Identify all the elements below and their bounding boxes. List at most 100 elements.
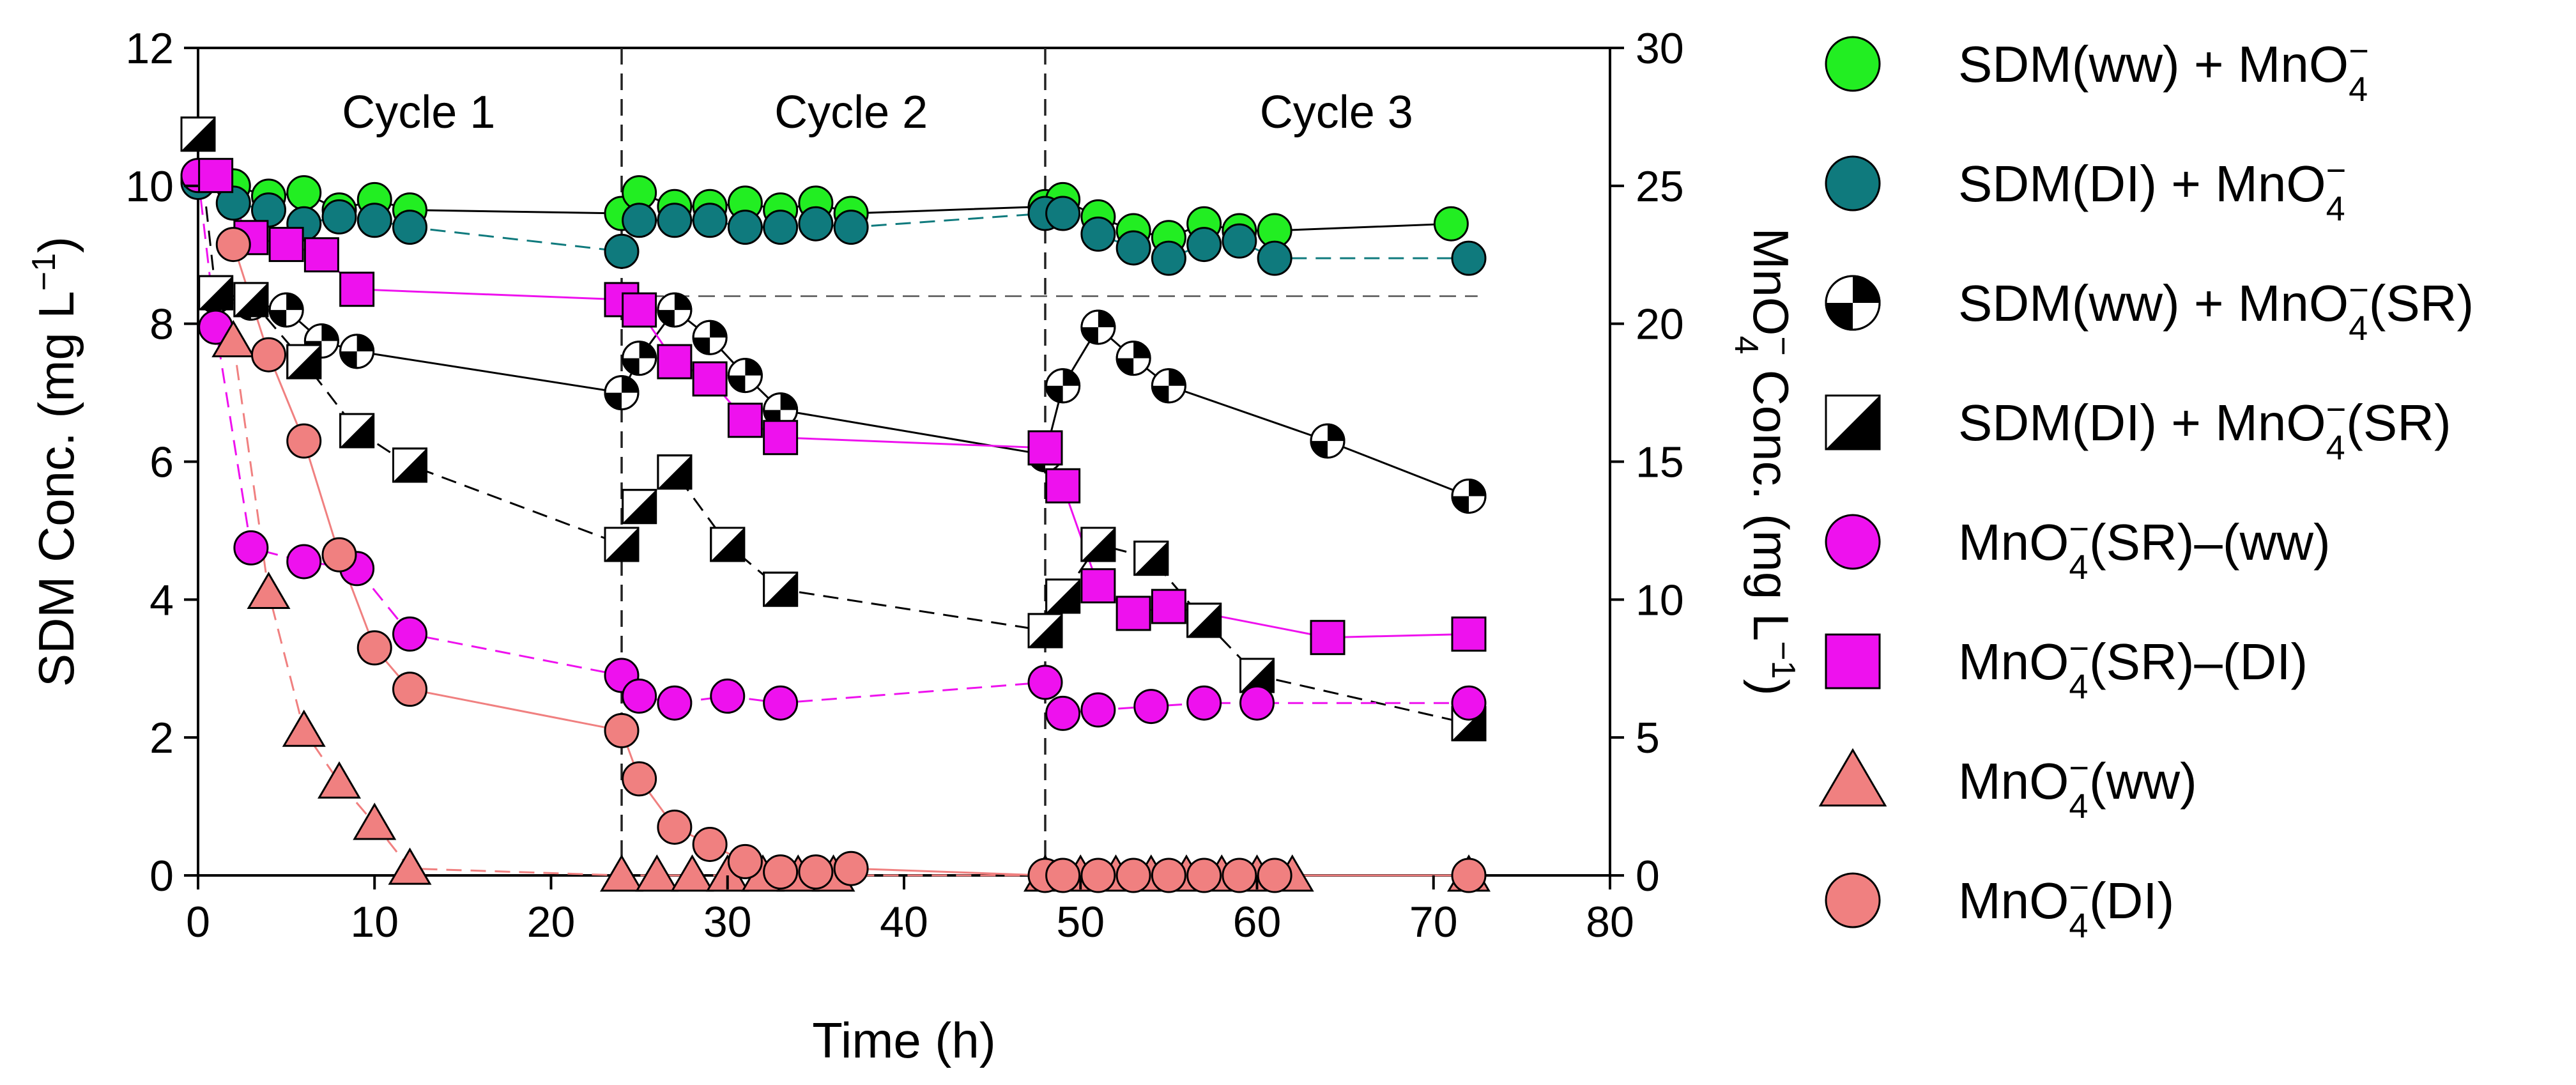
series-3-point-15 — [1116, 341, 1151, 376]
series-2-point-20 — [1151, 240, 1186, 276]
series-4-point-12 — [1027, 613, 1063, 649]
series-3-point-18 — [1451, 478, 1487, 514]
series-3-point-5 — [339, 334, 375, 369]
y2-tick-label: 0 — [1636, 852, 1660, 900]
series-7-point-6 — [388, 847, 432, 885]
y-tick-label: 10 — [125, 162, 174, 211]
legend-label-1: SDM(ww) + MnO4− — [1958, 32, 2369, 109]
series-8-point-5 — [356, 630, 392, 666]
series-6-point-9 — [692, 361, 728, 397]
series-2-point-22 — [1222, 223, 1257, 259]
plot-frame — [197, 47, 1611, 877]
series-7-point-3 — [282, 709, 326, 747]
series-4-point-14 — [1080, 527, 1116, 562]
series-8-point-10 — [692, 826, 728, 862]
series-4-point-7 — [604, 527, 640, 562]
series-2-point-24 — [1451, 240, 1487, 276]
series-5-point-17 — [1239, 685, 1275, 721]
y2-tick-label: 5 — [1636, 714, 1660, 762]
cycle-label-1: Cycle 1 — [342, 87, 495, 138]
series-2-point-18 — [1080, 216, 1116, 252]
legend-label-4: SDM(DI) + MnO4−(SR) — [1958, 390, 2451, 467]
series-2-point-17 — [1045, 196, 1081, 231]
series-3-point-6 — [604, 375, 640, 411]
x-tick-label: 10 — [350, 898, 399, 946]
y-tick-label: 12 — [125, 24, 174, 73]
axis-titles: Time (h) SDM Conc. (mg L−1) MnO4− Conc. (m… — [26, 227, 1802, 1068]
series-line-2 — [197, 181, 1469, 259]
series-3-point-14 — [1080, 309, 1116, 345]
series-4-point-5 — [339, 413, 375, 449]
series-7-point-4 — [317, 761, 362, 799]
legend: SDM(ww) + MnO4− SDM(DI) + MnO4− SDM(ww) + … — [1818, 32, 2474, 945]
series-5-point-14 — [1080, 692, 1116, 728]
series-6-point-14 — [1080, 568, 1116, 604]
series-3-point-11 — [763, 392, 799, 428]
series-5-point-3 — [233, 530, 269, 566]
series-6-point-4 — [303, 237, 339, 273]
series-5-point-9 — [657, 685, 693, 721]
series-5-point-8 — [622, 678, 657, 714]
series-8-point-9 — [657, 809, 693, 845]
series-6-point-15 — [1116, 596, 1151, 631]
series-3-point-9 — [692, 319, 728, 355]
series-5-point-18 — [1451, 685, 1487, 721]
series-3-point-8 — [657, 292, 693, 328]
series-4-point-1 — [180, 116, 216, 152]
series-8-point-22 — [1257, 858, 1292, 893]
legend-marker-7 — [1818, 748, 1887, 807]
x-tick-label: 70 — [1409, 898, 1458, 946]
series-2-point-10 — [657, 203, 693, 238]
series-4-point-2 — [198, 275, 234, 311]
series-6-point-16 — [1151, 589, 1186, 624]
series-5-point-11 — [763, 685, 799, 721]
series-5-point-12 — [1027, 665, 1063, 700]
x-tick-label: 30 — [703, 898, 752, 946]
y-tick-label: 0 — [150, 852, 174, 900]
series-6-point-5 — [339, 272, 375, 307]
legend-label-2: SDM(DI) + MnO4− — [1958, 151, 2346, 228]
series-2-point-3 — [251, 192, 286, 228]
legend-marker-5 — [1825, 514, 1881, 570]
legend-marker-8 — [1825, 872, 1881, 928]
series-8-point-20 — [1186, 858, 1222, 893]
legend-label-8: MnO4−(DI) — [1958, 868, 2174, 945]
series-6-point-12 — [1027, 430, 1063, 466]
y-axis-title: SDM Conc. (mg L−1) — [26, 236, 84, 687]
series-2-point-7 — [392, 210, 427, 245]
x-tick-label: 0 — [186, 898, 210, 946]
plot-area — [197, 47, 1611, 877]
series-4-point-6 — [392, 447, 427, 483]
legend-marker-4 — [1825, 394, 1881, 450]
y2-axis-title: MnO4− Conc. (mg L−1) — [1728, 227, 1802, 695]
series-3-point-3 — [268, 292, 304, 328]
series-8-point-3 — [286, 423, 322, 459]
series-4-point-3 — [233, 282, 269, 318]
legend-label-3: SDM(ww) + MnO4−(SR) — [1958, 271, 2474, 348]
series-3-point-13 — [1045, 368, 1081, 404]
series-4-point-10 — [710, 527, 746, 562]
series-3-point-16 — [1151, 368, 1186, 404]
series-5-point-13 — [1045, 695, 1081, 731]
series-6-point-1 — [198, 158, 234, 194]
series-2-point-8 — [604, 233, 640, 269]
legend-marker-1 — [1825, 36, 1881, 92]
series-5-point-16 — [1186, 685, 1222, 721]
series-2-point-2 — [215, 185, 251, 221]
legend-marker-2 — [1825, 155, 1881, 212]
y2-tick-label: 25 — [1636, 162, 1684, 211]
cycle-labels: Cycle 1 Cycle 2 Cycle 3 — [342, 87, 1413, 138]
series-2-point-5 — [321, 199, 357, 235]
series-6-point-11 — [763, 420, 799, 456]
series-7-point-5 — [353, 803, 397, 840]
series-6-point-3 — [268, 227, 304, 263]
cycle-label-3: Cycle 3 — [1260, 87, 1413, 138]
series-1-point-4 — [286, 175, 322, 211]
x-tick-label: 40 — [880, 898, 928, 946]
series-8-point-23 — [1451, 858, 1487, 893]
series-8-point-6 — [392, 672, 427, 707]
series-3-point-10 — [727, 358, 763, 394]
series-8-point-18 — [1116, 858, 1151, 893]
